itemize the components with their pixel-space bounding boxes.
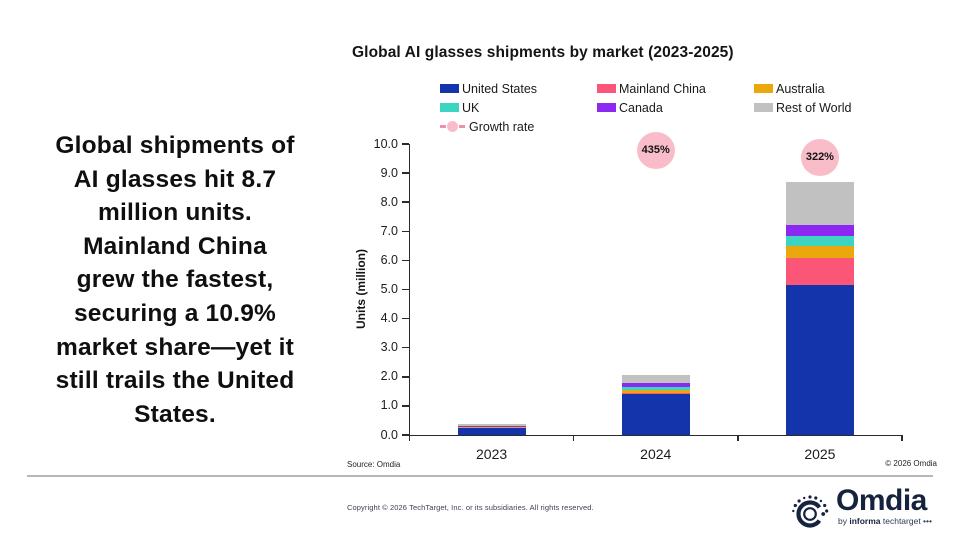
bar-segment-rest-of-world-2024 bbox=[621, 375, 690, 384]
y-axis-tick bbox=[401, 172, 409, 174]
legend-label: Australia bbox=[776, 81, 825, 96]
bar-segment-uk-2025 bbox=[785, 235, 854, 246]
tagline-by: by bbox=[838, 516, 850, 526]
bar-segment-australia-2024 bbox=[621, 390, 690, 394]
legend-item-rest-of-world: Rest of World bbox=[754, 101, 914, 115]
y-axis-tick bbox=[401, 434, 409, 436]
y-axis-tick-label: 7.0 bbox=[380, 223, 398, 238]
legend-swatch-icon bbox=[597, 84, 616, 93]
legend-swatch-icon bbox=[597, 103, 616, 112]
y-axis-tick-label: 5.0 bbox=[380, 282, 398, 296]
y-axis-tick bbox=[401, 230, 409, 233]
legend-swatch-icon bbox=[440, 103, 459, 112]
y-axis-line bbox=[408, 143, 410, 436]
omdia-logo-icon bbox=[792, 495, 829, 528]
y-axis-tick bbox=[401, 259, 409, 262]
bar-segment-canada-2025 bbox=[785, 224, 854, 236]
divider-line bbox=[27, 475, 933, 477]
x-axis-tick bbox=[901, 435, 903, 441]
y-axis-tick-label: 6.0 bbox=[380, 252, 398, 267]
legend-label: United States bbox=[462, 81, 538, 96]
bar-segment-united-states-2024 bbox=[621, 394, 690, 435]
legend-swatch-icon bbox=[440, 84, 459, 93]
x-axis-label-2024: 2024 bbox=[640, 446, 672, 462]
legend-item-uk: UK bbox=[440, 101, 597, 115]
bar-segment-mainland-china-2024 bbox=[621, 393, 690, 395]
legend-label: Growth rate bbox=[469, 119, 535, 134]
chart-copyright: © 2026 Omdia bbox=[885, 459, 937, 468]
bar-segment-united-states-2025 bbox=[785, 285, 854, 435]
legend-label: Rest of World bbox=[776, 100, 852, 115]
y-axis-tick bbox=[401, 317, 409, 320]
legend-swatch-icon bbox=[754, 84, 773, 93]
legend-label: Mainland China bbox=[619, 81, 706, 96]
legend-label: UK bbox=[462, 100, 480, 115]
y-axis-tick-label: 0.0 bbox=[380, 427, 398, 442]
growth-rate-bubble-2025: 322% bbox=[800, 138, 839, 176]
legend-item-growth-rate: Growth rate bbox=[440, 120, 597, 134]
omdia-wordmark: Omdia bbox=[836, 484, 927, 517]
legend-swatch-icon bbox=[754, 103, 773, 112]
y-axis-tick-label: 3.0 bbox=[380, 340, 398, 355]
bar-segment-australia-2025 bbox=[785, 245, 854, 258]
x-axis-label-2023: 2023 bbox=[476, 446, 508, 462]
x-axis-label-2025: 2025 bbox=[804, 446, 836, 462]
tagline-dots: ••• bbox=[920, 516, 932, 526]
legend-label: Canada bbox=[619, 100, 663, 115]
y-axis-tick bbox=[401, 376, 409, 378]
x-axis-tick bbox=[408, 435, 411, 441]
x-axis-tick bbox=[737, 435, 739, 441]
legend-item-mainland-china: Mainland China bbox=[597, 82, 754, 96]
y-axis-tick-label: 8.0 bbox=[380, 194, 398, 209]
y-axis-tick-label: 4.0 bbox=[380, 311, 398, 326]
source-note: Source: Omdia bbox=[347, 460, 401, 469]
headline-text: Global shipments of AI glasses hit 8.7 m… bbox=[55, 132, 295, 428]
y-axis-tick-label: 9.0 bbox=[380, 165, 398, 180]
y-axis-tick bbox=[401, 405, 409, 407]
footer-copyright: Copyright © 2026 TechTarget, Inc. or its… bbox=[347, 503, 594, 512]
x-axis-tick bbox=[572, 435, 575, 441]
bar-segment-uk-2024 bbox=[621, 386, 690, 391]
y-axis-tick bbox=[401, 143, 409, 145]
legend-item-united-states: United States bbox=[440, 82, 597, 96]
y-axis-tick bbox=[401, 346, 409, 349]
y-axis-title: Units (million) bbox=[354, 249, 368, 329]
y-axis-tick-label: 1.0 bbox=[380, 398, 398, 413]
y-axis-tick-label: 2.0 bbox=[380, 369, 398, 384]
legend-item-australia: Australia bbox=[754, 82, 914, 96]
y-axis-tick-label: 10.0 bbox=[373, 136, 398, 151]
y-axis-tick bbox=[401, 288, 409, 291]
y-axis-tick bbox=[401, 201, 409, 203]
x-axis-line bbox=[408, 434, 902, 436]
chart-legend: United States Mainland China Australia UK Ca… bbox=[440, 79, 914, 136]
growth-rate-bubble-2024: 435% bbox=[636, 131, 675, 169]
bar-segment-canada-2024 bbox=[621, 383, 690, 387]
legend-item-canada: Canada bbox=[597, 101, 754, 115]
bar-segment-rest-of-world-2023 bbox=[457, 423, 526, 426]
omdia-tagline: by informa techtarget ••• bbox=[838, 516, 932, 526]
tagline-techtarget: techtarget bbox=[880, 516, 921, 526]
chart-title: Global AI glasses shipments by market (2… bbox=[352, 44, 734, 61]
growth-rate-marker-icon bbox=[440, 121, 466, 132]
tagline-informa: informa bbox=[849, 516, 881, 526]
bar-segment-mainland-china-2025 bbox=[785, 257, 854, 286]
bar-segment-united-states-2023 bbox=[457, 426, 526, 435]
omdia-logo: Omdia by informa techtarget ••• bbox=[789, 484, 939, 532]
bar-segment-rest-of-world-2025 bbox=[785, 182, 854, 225]
